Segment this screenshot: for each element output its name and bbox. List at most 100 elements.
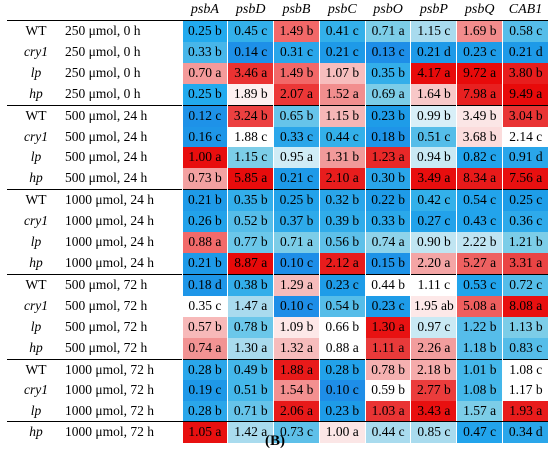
condition-cell: 1000 μmol, 72 h [65,424,154,440]
genotype-cell: hp [29,339,43,355]
gene-header: psbO [365,0,411,21]
heatmap-cell: 1.23 a [364,147,411,169]
heatmap-cell: 0.22 b [364,189,411,212]
heatmap-cell: 2.22 b [456,232,503,253]
table-row: cry1 1000 μmol, 72 h 0.19 c 0.51 b 1.54 b 0.1… [7,380,549,402]
heatmap-cell: 0.54 c [456,189,503,212]
heatmap-table: psbA psbD psbB psbC psbO psbP psbQ CAB1 WT 250 μ… [7,0,549,444]
heatmap-cell: 0.66 b [318,316,366,338]
heatmap-cell: 0.38 b [227,273,274,296]
heatmap-cell: 2.12 a [318,252,366,275]
heatmap-cell: 5.27 a [456,252,503,275]
heatmap-cell: 7.98 a [456,83,503,106]
heatmap-cell: 0.82 c [456,147,503,169]
header-condition [65,0,182,21]
heatmap-cell: 0.97 c [410,316,457,338]
heatmap-cell: 0.74 a [181,337,228,359]
heatmap-cell: 1.89 b [227,83,274,106]
gene-header: psbB [273,0,320,21]
table-row: WT 1000 μmol, 24 h 0.21 b 0.35 b 0.25 b 0.32 … [7,189,549,212]
heatmap-cell: 1.57 a [456,401,503,423]
genotype-cell: WT [7,358,65,381]
heatmap-cell: 0.43 c [456,211,503,233]
heatmap-cell: 1.17 b [502,380,549,402]
table-bottom-rule [7,421,548,422]
heatmap-cell: 1.88 c [227,126,274,148]
genotype-cell: WT [7,189,65,212]
heatmap-cell: 1.00 a [318,422,366,444]
header-row: psbA psbD psbB psbC psbO psbP psbQ CAB1 [7,0,549,21]
heatmap-cell: 1.69 b [456,20,503,42]
heatmap-cell: 0.54 b [318,295,366,317]
heatmap-cell: 0.36 c [502,211,549,233]
heatmap-cell: 3.68 b [456,126,503,148]
heatmap-cell: 0.37 b [273,211,320,233]
heatmap-cell: 1.29 a [273,273,320,296]
heatmap-cell: 0.18 d [181,273,228,296]
heatmap-cell: 1.49 b [273,62,320,84]
heatmap-cell: 0.12 c [181,104,228,127]
heatmap-cell: 0.90 b [410,232,457,253]
genotype-cell: cry1 [24,128,48,144]
heatmap-cell: 2.14 c [502,126,549,148]
heatmap-cell: 0.23 c [318,273,366,296]
table-row: cry1 250 μmol, 0 h 0.33 b 0.14 c 0.31 c 0.21 … [7,41,549,63]
heatmap-cell: 0.35 b [364,62,411,84]
heatmap-cell: 0.72 c [502,273,549,296]
table-row: WT 1000 μmol, 72 h 0.28 b 0.49 b 1.88 a 0.28 … [7,358,549,381]
condition-cell: 250 μmol, 0 h [65,85,141,101]
heatmap-cell: 0.25 b [273,189,320,212]
heatmap-cell: 2.20 a [410,252,457,275]
genotype-cell: hp [29,254,43,270]
heatmap-cell: 0.10 c [273,252,320,275]
heatmap-cell: 0.57 b [181,316,228,338]
heatmap-cell: 2.10 a [318,168,366,190]
heatmap-cell: 1.00 a [181,147,228,169]
gene-header: CAB1 [502,0,549,21]
heatmap-cell: 0.28 b [181,358,228,381]
heatmap-cell: 0.13 c [364,41,411,63]
genotype-cell: hp [29,424,43,440]
condition-cell: 1000 μmol, 72 h [65,403,154,419]
heatmap-cell: 0.85 c [410,422,457,444]
condition-cell: 500 μmol, 72 h [65,273,182,296]
heatmap-cell: 0.25 b [181,20,228,42]
heatmap-cell: 2.07 a [273,83,320,106]
heatmap-cell: 0.52 b [227,211,274,233]
heatmap-cell: 0.58 c [502,20,549,42]
heatmap-cell: 0.71 a [364,20,411,42]
genotype-cell: lp [30,234,42,250]
heatmap-cell: 0.73 c [273,422,320,444]
heatmap-cell: 2.26 a [410,337,457,359]
heatmap-cell: 1.30 a [364,316,411,338]
heatmap-cell: 0.31 c [273,41,320,63]
heatmap-cell: 0.21 c [318,41,366,63]
heatmap-cell: 0.35 c [181,295,228,317]
condition-cell: 250 μmol, 0 h [65,23,141,38]
gene-header: psbA [182,0,228,21]
table-row: WT 500 μmol, 24 h 0.12 c 3.24 b 0.65 b 1.15 b… [7,104,549,127]
gene-header: psbD [227,0,274,21]
genotype-cell: cry1 [24,43,48,59]
heatmap-cell: 0.27 c [410,211,457,233]
heatmap-cell: 2.06 a [273,401,320,423]
table-row: lp 1000 μmol, 72 h 0.28 b 0.71 b 2.06 a 0.23 … [7,401,549,423]
heatmap-cell: 0.99 b [410,104,457,127]
heatmap-cell: 0.34 d [502,422,549,444]
panel-label: (B) [265,433,285,449]
condition-cell: 500 μmol, 72 h [65,297,148,313]
heatmap-cell: 1.54 b [273,380,320,402]
heatmap-cell: 1.18 b [456,337,503,359]
heatmap-cell: 1.49 b [273,20,320,42]
heatmap-cell: 0.39 b [318,211,366,233]
condition-cell: 1000 μmol, 24 h [65,189,182,212]
genotype-cell: WT [7,273,65,296]
heatmap-cell: 0.19 c [181,380,228,402]
heatmap-cell: 1.08 c [502,358,549,381]
heatmap-cell: 0.59 b [364,380,411,402]
heatmap-cell: 4.17 a [410,62,457,84]
heatmap-cell: 0.44 b [364,273,411,296]
condition-cell: 500 μmol, 72 h [65,339,148,355]
